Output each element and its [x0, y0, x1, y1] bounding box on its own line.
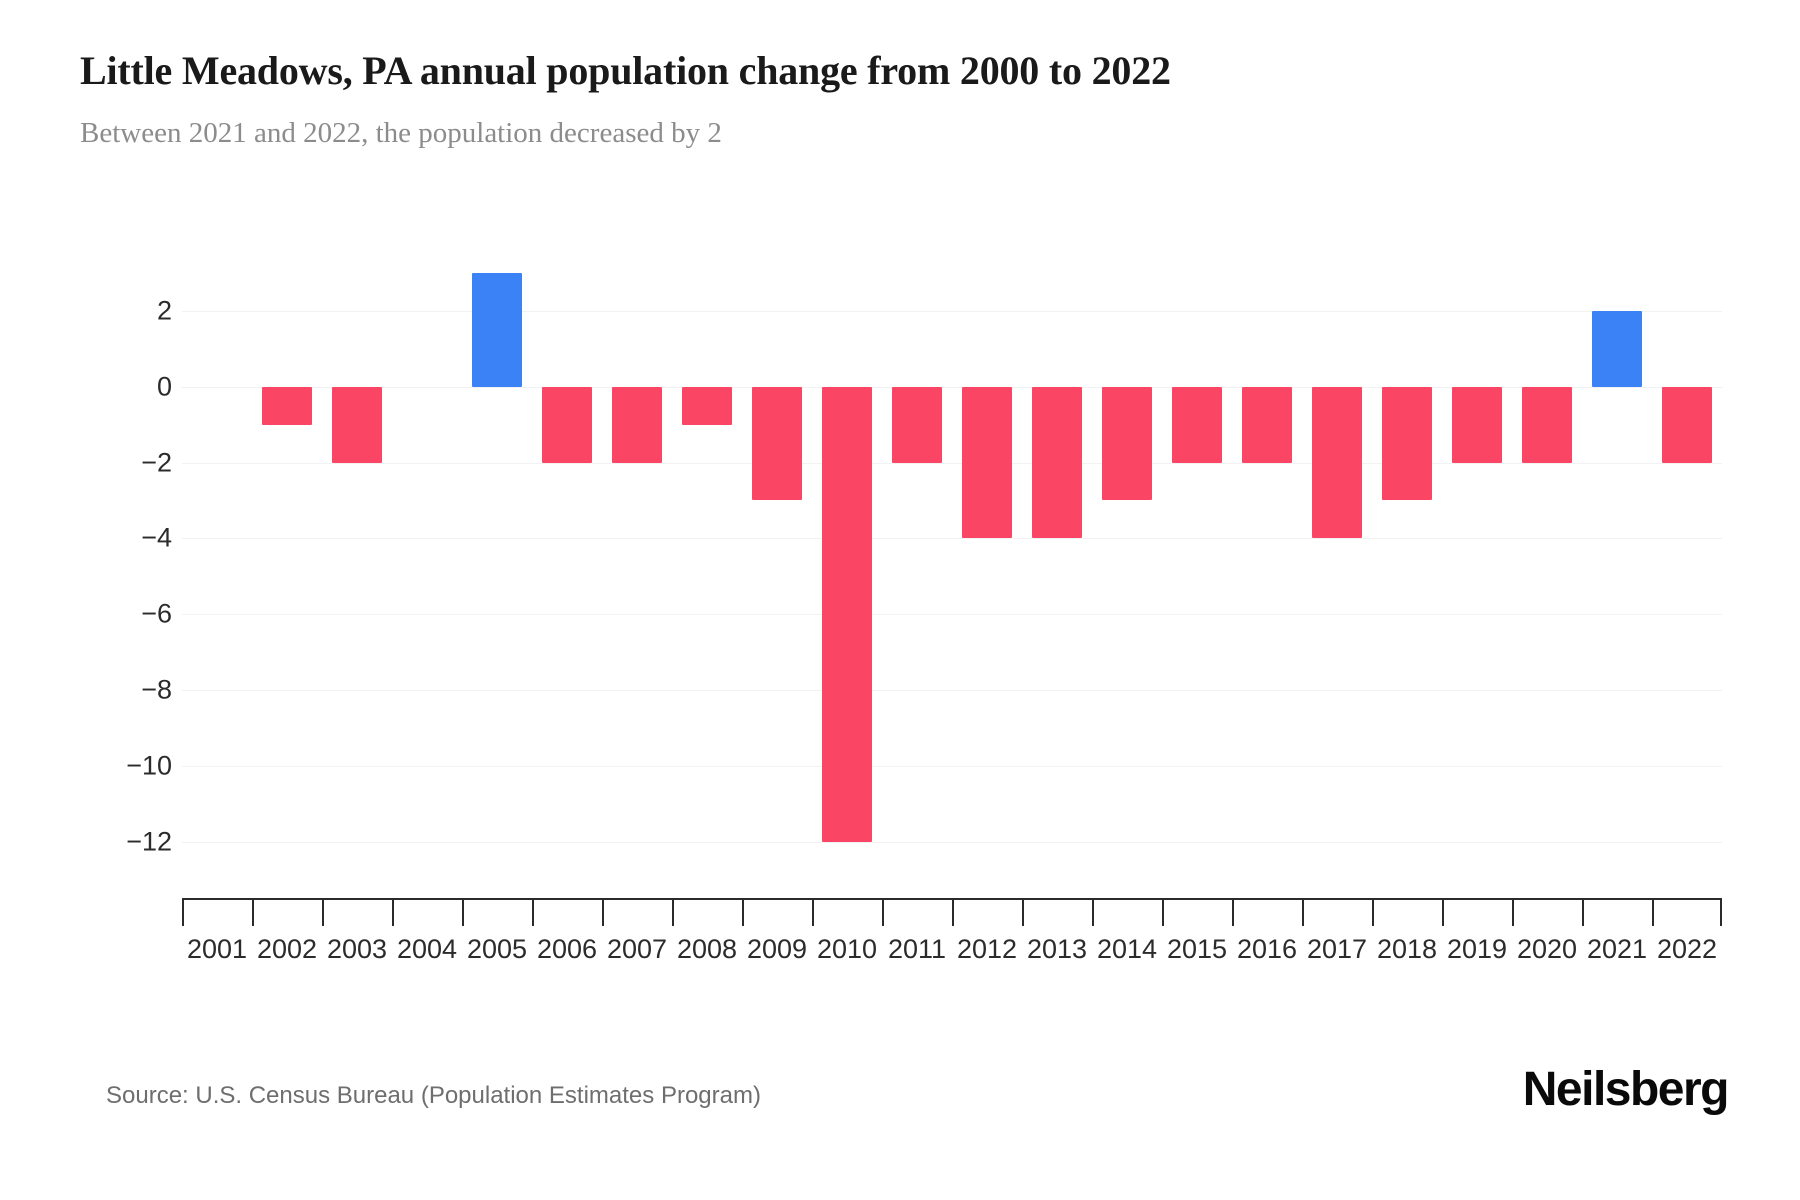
x-axis-tick [1162, 900, 1164, 926]
chart-header: Little Meadows, PA annual population cha… [80, 48, 1720, 151]
x-axis-tick-label: 2009 [746, 934, 808, 964]
x-axis-tick [672, 900, 674, 926]
x-axis-tick-label: 2010 [816, 934, 878, 964]
bar-2003[interactable] [331, 386, 383, 463]
y-axis-tick-label: −2 [141, 447, 172, 478]
x-axis-tick [1232, 900, 1234, 926]
x-axis-tick-label: 2019 [1446, 934, 1508, 964]
x-axis-tick-label: 2015 [1166, 934, 1228, 964]
gridline [182, 614, 1722, 616]
x-axis-tick-label: 2007 [606, 934, 668, 964]
bar-2008[interactable] [681, 386, 733, 425]
bar-2022[interactable] [1661, 386, 1713, 463]
x-axis-tick [1512, 900, 1514, 926]
x-axis-tick-label: 2017 [1306, 934, 1368, 964]
x-axis-tick [1442, 900, 1444, 926]
x-axis-ticks [182, 900, 1722, 926]
y-axis-tick-label: −10 [126, 750, 172, 781]
bar-2020[interactable] [1521, 386, 1573, 463]
x-axis-tick-label: 2018 [1376, 934, 1438, 964]
y-axis-tick-label: −12 [126, 826, 172, 857]
gridline [182, 538, 1722, 540]
gridline [182, 690, 1722, 692]
y-axis-tick-label: −6 [141, 598, 172, 629]
x-axis-tick [252, 900, 254, 926]
x-axis-tick-label: 2004 [396, 934, 458, 964]
bar-2016[interactable] [1241, 386, 1293, 463]
x-axis-tick [1092, 900, 1094, 926]
bar-2018[interactable] [1381, 386, 1433, 501]
x-axis-tick-label: 2021 [1586, 934, 1648, 964]
x-axis-tick [882, 900, 884, 926]
x-axis-tick-label: 2016 [1236, 934, 1298, 964]
bar-series [182, 250, 1722, 880]
x-axis-tick [322, 900, 324, 926]
bar-2006[interactable] [541, 386, 593, 463]
x-axis-tick [1372, 900, 1374, 926]
x-axis-tick [1720, 900, 1722, 926]
x-axis-tick-label: 2022 [1656, 934, 1718, 964]
x-axis-tick [952, 900, 954, 926]
x-axis-tick [1302, 900, 1304, 926]
y-axis-tick-label: 2 [156, 295, 172, 326]
gridline [182, 842, 1722, 844]
x-axis-tick [182, 900, 184, 926]
neilsberg-logo: Neilsberg [1522, 1063, 1730, 1116]
x-axis-tick [392, 900, 394, 926]
x-axis-tick-label: 2001 [186, 934, 248, 964]
x-axis-tick-label: 2005 [466, 934, 528, 964]
x-axis-tick [462, 900, 464, 926]
bar-2002[interactable] [261, 386, 313, 425]
x-axis-tick [812, 900, 814, 926]
x-axis-tick [602, 900, 604, 926]
gridline [182, 386, 1722, 388]
page-title: Little Meadows, PA annual population cha… [80, 48, 1171, 93]
x-axis-tick [1652, 900, 1654, 926]
x-axis-tick [532, 900, 534, 926]
x-axis-tick [1022, 900, 1024, 926]
bar-2014[interactable] [1101, 386, 1153, 501]
x-axis-tick-label: 2013 [1026, 934, 1088, 964]
x-axis-tick-label: 2008 [676, 934, 738, 964]
x-axis-tick [1582, 900, 1584, 926]
bar-2021[interactable] [1591, 310, 1643, 387]
gridline [182, 766, 1722, 768]
x-axis-line [182, 898, 1722, 900]
x-axis-tick-label: 2002 [256, 934, 318, 964]
y-axis-tick-label: −8 [141, 674, 172, 705]
x-axis-tick-label: 2020 [1516, 934, 1578, 964]
bar-2013[interactable] [1031, 386, 1083, 539]
y-axis-tick-label: −4 [141, 522, 172, 553]
x-axis-tick-label: 2003 [326, 934, 388, 964]
bar-2005[interactable] [471, 272, 523, 387]
y-axis-labels: 2 0 −2 −4 −6 −8 −10 −12 [0, 250, 172, 880]
bar-2019[interactable] [1451, 386, 1503, 463]
bar-2009[interactable] [751, 386, 803, 501]
gridline [182, 310, 1722, 312]
x-axis-tick-label: 2006 [536, 934, 598, 964]
bar-2015[interactable] [1171, 386, 1223, 463]
x-axis-tick-label: 2014 [1096, 934, 1158, 964]
gridline [182, 462, 1722, 464]
x-axis-tick-label: 2012 [956, 934, 1018, 964]
bar-2007[interactable] [611, 386, 663, 463]
y-axis-tick-label: 0 [156, 371, 172, 402]
chart-plot-area: 2 0 −2 −4 −6 −8 −10 −12 [0, 250, 1800, 910]
x-axis-tick [742, 900, 744, 926]
bar-2017[interactable] [1311, 386, 1363, 539]
source-note: Source: U.S. Census Bureau (Population E… [106, 1082, 761, 1109]
plot-canvas [182, 250, 1722, 880]
chart-subtitle: Between 2021 and 2022, the population de… [80, 117, 722, 149]
bar-2012[interactable] [961, 386, 1013, 539]
x-axis-labels: 2001 2002 2003 2004 2005 2006 2007 2008 2009 2010… [182, 934, 1722, 974]
bar-2011[interactable] [891, 386, 943, 463]
x-axis-tick-label: 2011 [887, 934, 947, 964]
bar-2010[interactable] [821, 386, 873, 843]
